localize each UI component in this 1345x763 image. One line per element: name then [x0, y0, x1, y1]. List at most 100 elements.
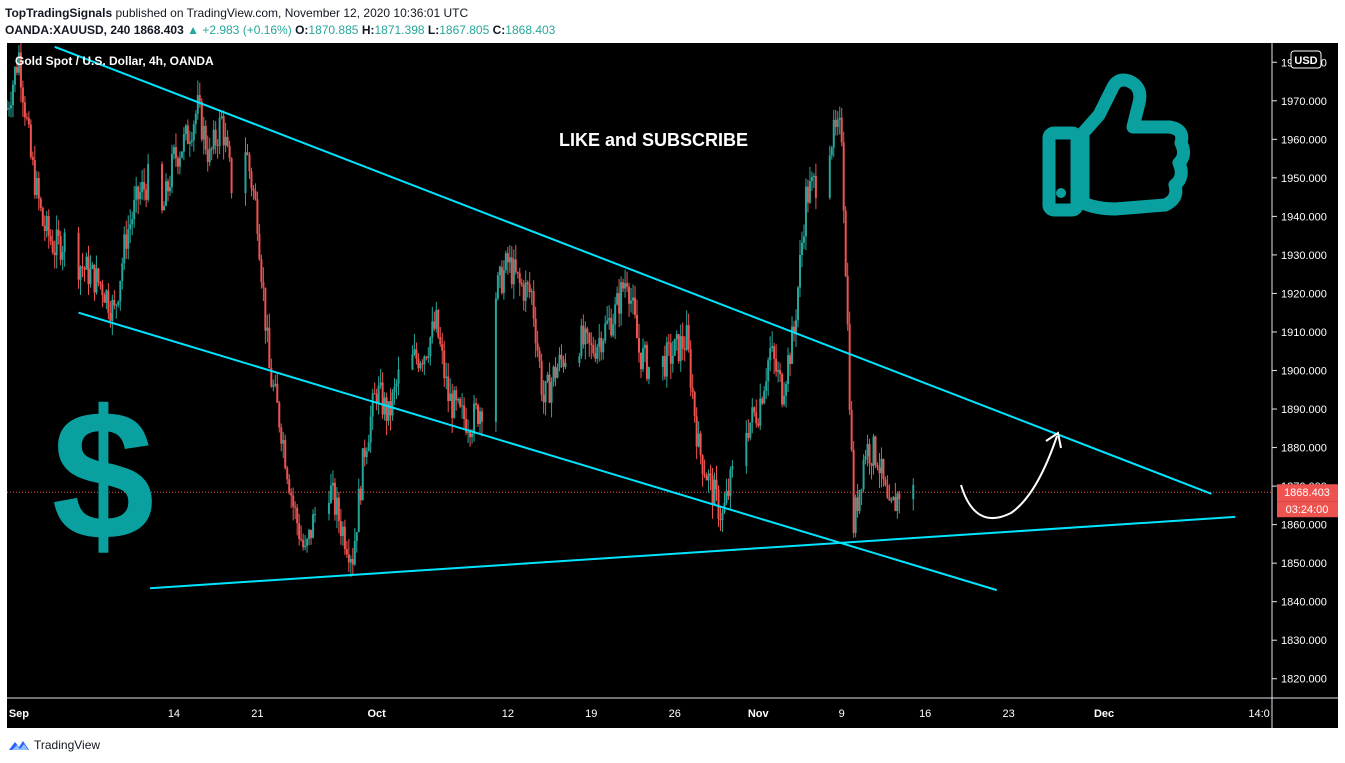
candle-body: [178, 157, 181, 167]
candle-body: [387, 401, 390, 421]
candle-body: [349, 559, 352, 563]
candle-body: [260, 259, 263, 283]
candle-body: [502, 270, 505, 293]
price-axis[interactable]: 1820.000 1830.000 1840.000 1850.000 1860.000…: [1272, 57, 1327, 686]
candle-body: [198, 95, 201, 102]
candle-body: [689, 349, 692, 388]
candle-body: [347, 554, 350, 563]
trendline-upper[interactable]: [54, 45, 1212, 495]
price-tick-label: 1850.000: [1281, 558, 1327, 570]
low-value: 1867.805: [439, 23, 490, 37]
candle-body: [592, 345, 595, 354]
candle-body: [93, 264, 96, 293]
candle-body: [433, 321, 436, 329]
candle-body: [479, 411, 482, 425]
chart-pane[interactable]: 1820.000 1830.000 1840.000 1850.000 1860.000…: [6, 37, 1338, 728]
candle-body: [254, 190, 257, 200]
candle-body: [31, 156, 34, 161]
candle-body: [701, 455, 704, 475]
candle-body: [6, 108, 8, 110]
candle-body: [645, 344, 648, 379]
candle-body: [57, 229, 60, 237]
candle-body: [190, 140, 193, 142]
candle-body: [445, 376, 448, 379]
candle-body: [204, 125, 207, 150]
candle-body: [455, 390, 458, 401]
candle-body: [194, 113, 197, 125]
candle-body: [884, 479, 887, 486]
candle-body: [695, 416, 698, 447]
candle-body: [500, 266, 503, 293]
trendline-lower[interactable]: [78, 311, 998, 592]
candle-body: [610, 317, 613, 336]
candle-body: [135, 186, 138, 200]
candle-body: [355, 532, 358, 542]
time-tick-label: Oct: [367, 708, 386, 720]
candle-body: [115, 304, 118, 306]
candle-body: [793, 326, 796, 333]
candle-body: [480, 411, 483, 422]
time-axis[interactable]: Sep 14 21 Oct 12 19 26 Nov 9 16 23 Dec 14:0: [9, 708, 1270, 720]
candle-body: [870, 463, 873, 466]
candle-body: [703, 474, 706, 476]
candle-body: [562, 359, 565, 367]
candle-body: [9, 105, 12, 109]
candle-body: [373, 393, 376, 395]
candle-body: [582, 325, 585, 345]
time-tick-label: 26: [669, 708, 681, 720]
candle-body: [395, 383, 398, 387]
price-tick-label: 1900.000: [1281, 366, 1327, 378]
countdown-box: [1277, 501, 1338, 518]
price-chart[interactable]: 1820.000 1830.000 1840.000 1850.000 1860.000…: [6, 37, 1338, 728]
candle-body: [53, 252, 56, 256]
candle-body: [586, 328, 589, 333]
candle-body: [449, 393, 452, 402]
candle-body: [751, 407, 754, 423]
close-label: C:: [492, 23, 506, 37]
trendline-support[interactable]: [150, 515, 1236, 590]
tradingview-brand[interactable]: TradingView: [34, 738, 101, 752]
candle-body: [210, 148, 213, 150]
time-tick-label: 21: [251, 708, 263, 720]
candle-body: [304, 545, 307, 548]
price-tick-label: 1890.000: [1281, 404, 1327, 416]
thumbs-up-icon: [1042, 73, 1191, 217]
candle-body: [91, 264, 94, 269]
candle-body: [123, 234, 126, 264]
candle-body: [546, 374, 549, 382]
candle-body: [89, 268, 92, 285]
candle-body: [113, 299, 116, 306]
candle-body: [85, 256, 88, 270]
candle-body: [771, 346, 774, 349]
candle-body: [882, 458, 885, 480]
candle-body: [431, 321, 434, 338]
candle-body: [176, 158, 179, 167]
candle-body: [838, 117, 841, 120]
candle-body: [59, 236, 62, 260]
symbol-name[interactable]: OANDA:XAUUSD, 240: [5, 23, 131, 37]
candle-body: [514, 259, 517, 272]
candle-body: [636, 314, 639, 339]
author-name[interactable]: TopTradingSignals: [5, 6, 113, 20]
candle-body: [628, 286, 631, 304]
price-tick-label: 1830.000: [1281, 635, 1327, 647]
candle-body: [284, 440, 287, 469]
currency-badge[interactable]: USD: [1294, 55, 1317, 67]
candle-body: [842, 142, 845, 211]
candle-body: [459, 398, 462, 407]
candle-body: [212, 129, 215, 150]
candle-body: [411, 354, 414, 370]
candle-body: [588, 332, 591, 344]
candle-body: [791, 326, 794, 364]
candle-body: [721, 512, 724, 521]
candle-body: [161, 164, 164, 211]
candle-body: [731, 466, 734, 470]
candle-body: [371, 393, 374, 417]
candle-body: [292, 495, 295, 507]
candle-body: [427, 356, 430, 358]
candle-body: [111, 299, 114, 321]
currency-badge-box[interactable]: [1290, 50, 1322, 69]
tradingview-footer[interactable]: TradingView: [8, 736, 100, 754]
candle-body: [262, 282, 265, 288]
candle-body: [510, 257, 513, 285]
